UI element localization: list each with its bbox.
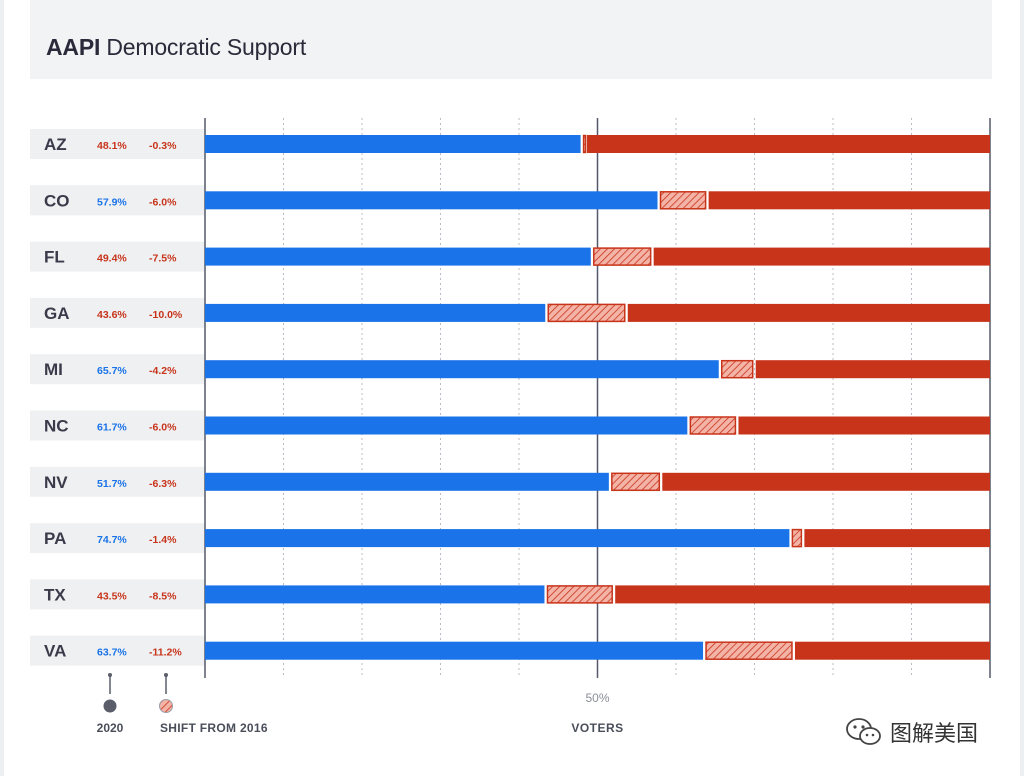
shift-bar-pa xyxy=(791,528,803,548)
state-label: GA xyxy=(44,304,70,323)
state-label: VA xyxy=(44,642,66,661)
rep-bar-mi xyxy=(755,360,990,379)
row-band xyxy=(30,297,205,328)
dem-bar-pa xyxy=(205,529,790,548)
rep-bar-va xyxy=(794,641,990,660)
rep-bar-tx xyxy=(615,585,990,604)
rep-bar-pa xyxy=(804,529,990,548)
shift-value: -10.0% xyxy=(149,309,183,321)
title-panel: AAPI Democratic Support xyxy=(30,0,992,79)
shift-value: -4.2% xyxy=(149,365,177,377)
shift-bar-co xyxy=(659,191,707,210)
row-band xyxy=(30,185,205,216)
row-band xyxy=(30,523,205,554)
dem-2020-value: 57.9% xyxy=(97,196,127,208)
row-band xyxy=(30,579,205,610)
row-band xyxy=(30,410,205,441)
rep-bar-ga xyxy=(627,303,990,322)
rep-bar-nc xyxy=(738,416,990,435)
rep-bar-nv xyxy=(662,472,990,491)
dem-bar-nv xyxy=(205,472,609,491)
shift-bar-fl xyxy=(593,247,652,266)
shift-value: -6.0% xyxy=(149,196,177,208)
dem-2020-value: 51.7% xyxy=(97,478,127,490)
dem-2020-value: 43.5% xyxy=(97,590,127,602)
dem-bar-ga xyxy=(205,303,546,322)
x-axis-label: VOTERS xyxy=(571,721,623,735)
state-label: AZ xyxy=(44,135,67,154)
state-label: FL xyxy=(44,248,65,267)
rep-bar-az xyxy=(586,135,990,153)
dem-2020-value: 49.4% xyxy=(97,253,127,265)
dem-bar-va xyxy=(205,641,704,660)
shift-value: -1.4% xyxy=(149,534,177,546)
shift-bar-nv xyxy=(611,472,661,492)
frame-border-right xyxy=(1020,0,1024,776)
row-band xyxy=(30,241,205,272)
shift-bar-tx xyxy=(546,585,613,604)
row-band xyxy=(30,466,205,497)
shift-value: -0.3% xyxy=(149,140,177,152)
rep-bar-co xyxy=(708,191,990,210)
shift-bar-mi xyxy=(720,359,754,379)
wechat-icon xyxy=(846,718,881,745)
dem-2020-value: 61.7% xyxy=(97,422,127,434)
chart-title-rest: Democratic Support xyxy=(106,34,307,60)
shift-value: -6.0% xyxy=(149,422,177,434)
row-band xyxy=(30,129,205,159)
dem-bar-nc xyxy=(205,416,688,435)
state-label: NC xyxy=(44,417,69,436)
state-label: PA xyxy=(44,529,66,548)
legend-2020-tick xyxy=(108,673,112,677)
frame-border-left xyxy=(0,0,4,776)
shift-bar-ga xyxy=(547,303,626,323)
legend-shift-label: SHIFT FROM 2016 xyxy=(160,721,268,735)
row-band xyxy=(30,354,205,385)
dem-bar-fl xyxy=(205,247,591,266)
state-label: CO xyxy=(44,191,70,210)
shift-value: -11.2% xyxy=(149,647,182,659)
dem-2020-value: 65.7% xyxy=(97,365,127,377)
dem-bar-az xyxy=(205,135,581,153)
chart-title: AAPI Democratic Support xyxy=(46,34,306,61)
chart-title-bold: AAPI xyxy=(46,34,101,60)
shift-bar-nc xyxy=(689,416,737,435)
watermark: 图解美国 xyxy=(844,715,978,749)
rep-bar-fl xyxy=(653,247,990,266)
legend-shift-tick xyxy=(164,673,168,677)
state-label: TX xyxy=(44,585,66,604)
state-label: NV xyxy=(44,473,68,492)
shift-bar-va xyxy=(705,641,793,660)
dem-bar-mi xyxy=(205,360,719,379)
dem-2020-value: 63.7% xyxy=(97,647,127,659)
watermark-text: 图解美国 xyxy=(890,722,979,747)
dem-bar-co xyxy=(205,191,658,210)
dem-2020-value: 43.6% xyxy=(97,309,127,321)
legend-shift-marker xyxy=(159,699,173,713)
reference-label: 50% xyxy=(585,691,609,705)
dem-2020-value: 48.1% xyxy=(97,140,127,152)
shift-value: -8.5% xyxy=(149,590,177,602)
dem-bar-tx xyxy=(205,585,545,604)
shift-bar-az xyxy=(582,134,587,154)
shift-value: -7.5% xyxy=(149,253,177,265)
legend-2020-marker xyxy=(103,699,117,713)
dem-2020-value: 74.7% xyxy=(97,534,127,546)
shift-value: -6.3% xyxy=(149,478,177,490)
row-band xyxy=(30,635,205,666)
legend-2020-label: 2020 xyxy=(97,721,124,735)
state-label: MI xyxy=(44,360,63,379)
